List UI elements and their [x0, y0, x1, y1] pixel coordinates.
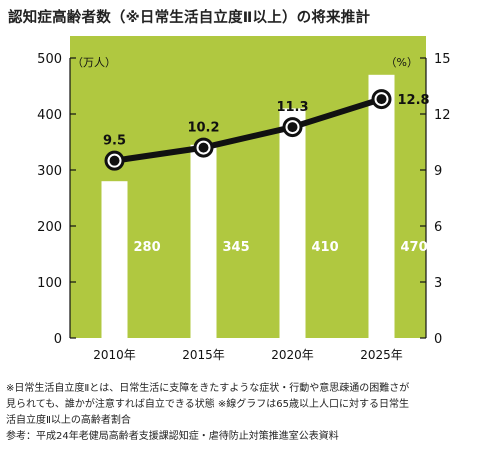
bar-value-label: 345 — [223, 240, 250, 255]
combo-chart: 0 100 200 300 400 500 0 3 6 9 12 15 （万人） （%） 280 34… — [37, 36, 451, 362]
line-marker-dot — [198, 142, 209, 153]
left-tick-label: 300 — [37, 164, 62, 179]
source-note: 参考：平成24年老健局高齢者支援課認知症・虐待防止対策推進室公表資料 — [6, 431, 339, 442]
right-tick-label: 6 — [434, 220, 442, 235]
left-tick-label: 0 — [54, 332, 62, 347]
left-tick-label: 400 — [37, 108, 62, 123]
right-tick-label: 0 — [434, 332, 442, 347]
ratio-line — [114, 96, 383, 164]
footnote-line-3: 活自立度Ⅱ以上の高齢者割合 — [6, 415, 131, 426]
bar — [368, 74, 395, 339]
line-marker-dot — [109, 155, 120, 166]
bar-value-label: 280 — [134, 240, 161, 255]
bar — [190, 144, 217, 338]
line-marker-dot — [376, 94, 387, 105]
x-tick-label: 2015年 — [182, 348, 225, 362]
x-tick-label: 2010年 — [93, 348, 136, 362]
left-tick-label: 100 — [37, 276, 62, 291]
right-tick-label: 15 — [434, 52, 451, 67]
line-value-label: 12.8 — [398, 93, 430, 108]
line-marker-dot — [287, 122, 298, 133]
x-tick-label: 2020年 — [271, 348, 314, 362]
chart-title: 認知症高齢者数（※日常生活自立度Ⅱ以上）の将来推計 — [8, 10, 371, 26]
left-tick-label: 500 — [37, 52, 62, 67]
right-tick-label: 12 — [434, 108, 451, 123]
right-tick-label: 3 — [434, 276, 442, 291]
bar-value-label: 470 — [401, 240, 428, 255]
bar — [101, 181, 128, 338]
left-axis-unit: （万人） — [72, 56, 116, 69]
footnote-line-1: ※日常生活自立度Ⅱとは、日常生活に支障をきたすような症状・行動や意思疎通の困難さ… — [6, 383, 410, 394]
right-tick-label: 9 — [434, 164, 442, 179]
x-tick-label: 2025年 — [360, 348, 403, 362]
footnote-line-2: 見られても、誰かが注意すれば自立できる状態 ※線グラフは65歳以上人口に対する日… — [6, 399, 409, 410]
right-axis-unit: （%） — [386, 56, 418, 69]
bar — [279, 108, 306, 339]
bar-value-label: 410 — [312, 240, 339, 255]
line-value-label: 9.5 — [103, 134, 126, 149]
footnotes: ※日常生活自立度Ⅱとは、日常生活に支障をきたすような症状・行動や意思疎通の困難さ… — [6, 381, 476, 445]
line-value-label: 10.2 — [187, 121, 219, 136]
plot-panel — [70, 36, 426, 338]
line-value-label: 11.3 — [276, 100, 308, 115]
left-tick-label: 200 — [37, 220, 62, 235]
